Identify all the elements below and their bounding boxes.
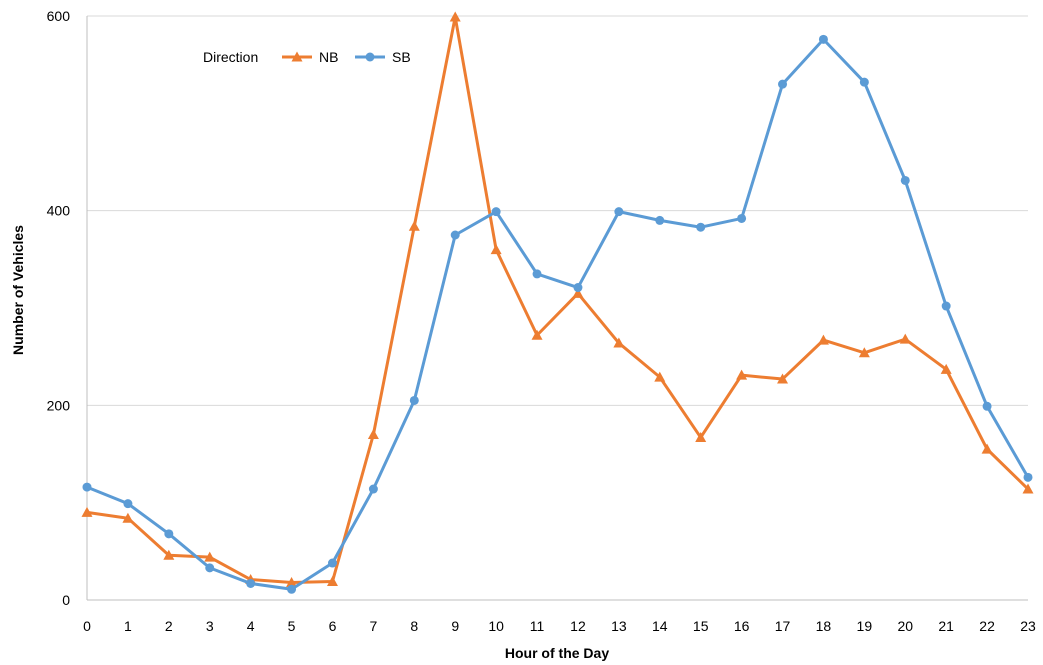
- data-point: [572, 287, 584, 298]
- x-axis-title: Hour of the Day: [505, 645, 609, 661]
- y-axis-title: Number of Vehicles: [10, 225, 26, 355]
- legend-label: SB: [392, 49, 411, 65]
- x-tick-label: 10: [488, 618, 504, 634]
- data-point: [900, 175, 910, 185]
- series-line: [86, 15, 1030, 584]
- data-point: [286, 576, 298, 587]
- data-point: [777, 373, 789, 384]
- x-tick-label: 9: [451, 618, 459, 634]
- data-point: [164, 529, 174, 539]
- series-line: [86, 37, 1030, 591]
- data-point: [981, 443, 993, 454]
- x-tick-label: 12: [570, 618, 586, 634]
- data-point: [859, 77, 869, 87]
- data-point: [614, 207, 624, 217]
- x-tick-label: 4: [247, 618, 255, 634]
- data-point: [163, 549, 175, 560]
- data-point: [696, 222, 706, 232]
- data-point: [532, 269, 542, 279]
- x-tick-label: 8: [410, 618, 418, 634]
- data-point: [858, 347, 870, 358]
- legend-marker: [291, 51, 303, 62]
- x-tick-label: 6: [329, 618, 337, 634]
- x-tick-label: 20: [897, 618, 913, 634]
- data-point: [817, 334, 829, 345]
- x-tick-label: 22: [979, 618, 995, 634]
- y-tick-label: 0: [62, 592, 70, 608]
- y-tick-label: 600: [47, 8, 71, 24]
- data-point: [82, 482, 92, 492]
- data-point: [327, 558, 337, 568]
- data-point: [408, 220, 420, 231]
- legend-item-nb: NB: [282, 49, 338, 65]
- series-sb: [82, 34, 1033, 594]
- x-tick-label: 0: [83, 618, 91, 634]
- data-point: [368, 484, 378, 494]
- x-tick-label: 5: [288, 618, 296, 634]
- x-tick-label: 1: [124, 618, 132, 634]
- data-point: [695, 431, 707, 442]
- data-point: [287, 584, 297, 594]
- y-tick-label: 400: [47, 203, 71, 219]
- legend-item-sb: SB: [355, 49, 411, 65]
- data-point: [205, 563, 215, 573]
- data-point: [367, 429, 379, 440]
- x-tick-label: 17: [775, 618, 791, 634]
- x-tick-label: 15: [693, 618, 709, 634]
- x-tick-label: 21: [938, 618, 954, 634]
- data-point: [531, 329, 543, 340]
- data-point: [81, 506, 93, 517]
- data-point: [778, 79, 788, 89]
- x-tick-label: 7: [369, 618, 377, 634]
- data-point: [899, 333, 911, 344]
- data-point: [573, 283, 583, 293]
- legend-title: Direction: [203, 49, 258, 65]
- data-point: [1023, 472, 1033, 482]
- data-point: [123, 499, 133, 509]
- data-point: [204, 551, 216, 562]
- x-tick-label: 13: [611, 618, 627, 634]
- x-tick-label: 23: [1020, 618, 1036, 634]
- data-point: [737, 213, 747, 223]
- x-tick-label: 19: [857, 618, 873, 634]
- data-point: [246, 578, 256, 588]
- series-nb: [81, 11, 1034, 587]
- x-tick-label: 3: [206, 618, 214, 634]
- data-point: [818, 34, 828, 44]
- x-tick-label: 18: [816, 618, 832, 634]
- data-point: [491, 207, 501, 217]
- legend-label: NB: [319, 49, 338, 65]
- data-point: [326, 576, 338, 587]
- y-tick-label: 200: [47, 397, 71, 413]
- x-tick-label: 2: [165, 618, 173, 634]
- data-point: [613, 337, 625, 348]
- data-point: [122, 512, 134, 523]
- data-point: [655, 215, 665, 225]
- x-tick-label: 11: [530, 618, 545, 634]
- x-tick-label: 16: [734, 618, 750, 634]
- data-point: [490, 244, 502, 255]
- data-point: [409, 395, 419, 405]
- legend: Direction NB SB: [203, 49, 411, 65]
- legend-marker: [365, 52, 375, 62]
- data-point: [941, 301, 951, 311]
- data-point: [449, 11, 461, 22]
- x-tick-label: 14: [652, 618, 668, 634]
- data-point: [982, 401, 992, 411]
- data-point: [450, 230, 460, 240]
- data-point: [654, 371, 666, 382]
- data-point: [1022, 483, 1034, 494]
- data-point: [940, 363, 952, 374]
- gridlines: [87, 15, 1028, 406]
- data-point: [736, 369, 748, 380]
- series-group: [81, 11, 1034, 594]
